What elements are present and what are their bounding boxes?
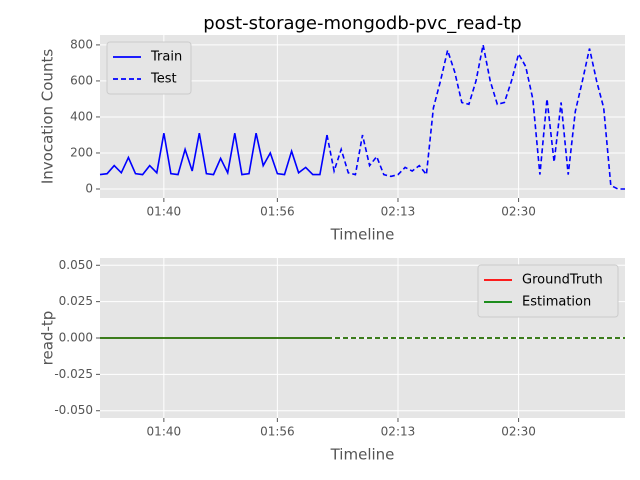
x-axis-label: Timeline: [330, 446, 395, 464]
y-tick-label: 200: [70, 145, 93, 159]
y-tick-label: -0.050: [54, 403, 93, 417]
legend-label: Train: [150, 50, 182, 65]
y-tick-label: 0.025: [59, 294, 93, 308]
y-tick-label: -0.025: [54, 367, 93, 381]
legend-label: Estimation: [522, 295, 591, 310]
y-tick-label: 0.050: [59, 258, 93, 272]
y-axis-label: read-tp: [39, 311, 57, 366]
x-axis-label: Timeline: [330, 226, 395, 244]
y-tick-label: 800: [70, 37, 93, 51]
x-tick-label: 01:40: [147, 425, 182, 439]
legend-box: [477, 264, 619, 318]
x-tick-label: 02:30: [501, 205, 536, 219]
x-tick-label: 02:13: [381, 205, 416, 219]
x-tick-label: 02:13: [381, 425, 416, 439]
y-tick-label: 400: [70, 109, 93, 123]
y-tick-label: 0: [85, 181, 93, 195]
legend-label: GroundTruth: [522, 273, 603, 288]
legend-box: [106, 41, 192, 95]
y-tick-label: 600: [70, 73, 93, 87]
x-tick-label: 02:30: [501, 425, 536, 439]
x-tick-label: 01:40: [147, 205, 182, 219]
series-line: [326, 44, 625, 190]
legend-label: Test: [150, 72, 177, 87]
x-tick-label: 01:56: [260, 425, 295, 439]
chart-title: post-storage-mongodb-pvc_read-tp: [203, 13, 521, 34]
y-axis-label: Invocation Counts: [39, 49, 57, 184]
series-line: [99, 133, 328, 176]
x-tick-label: 01:56: [260, 205, 295, 219]
y-tick-label: 0.000: [59, 331, 93, 345]
